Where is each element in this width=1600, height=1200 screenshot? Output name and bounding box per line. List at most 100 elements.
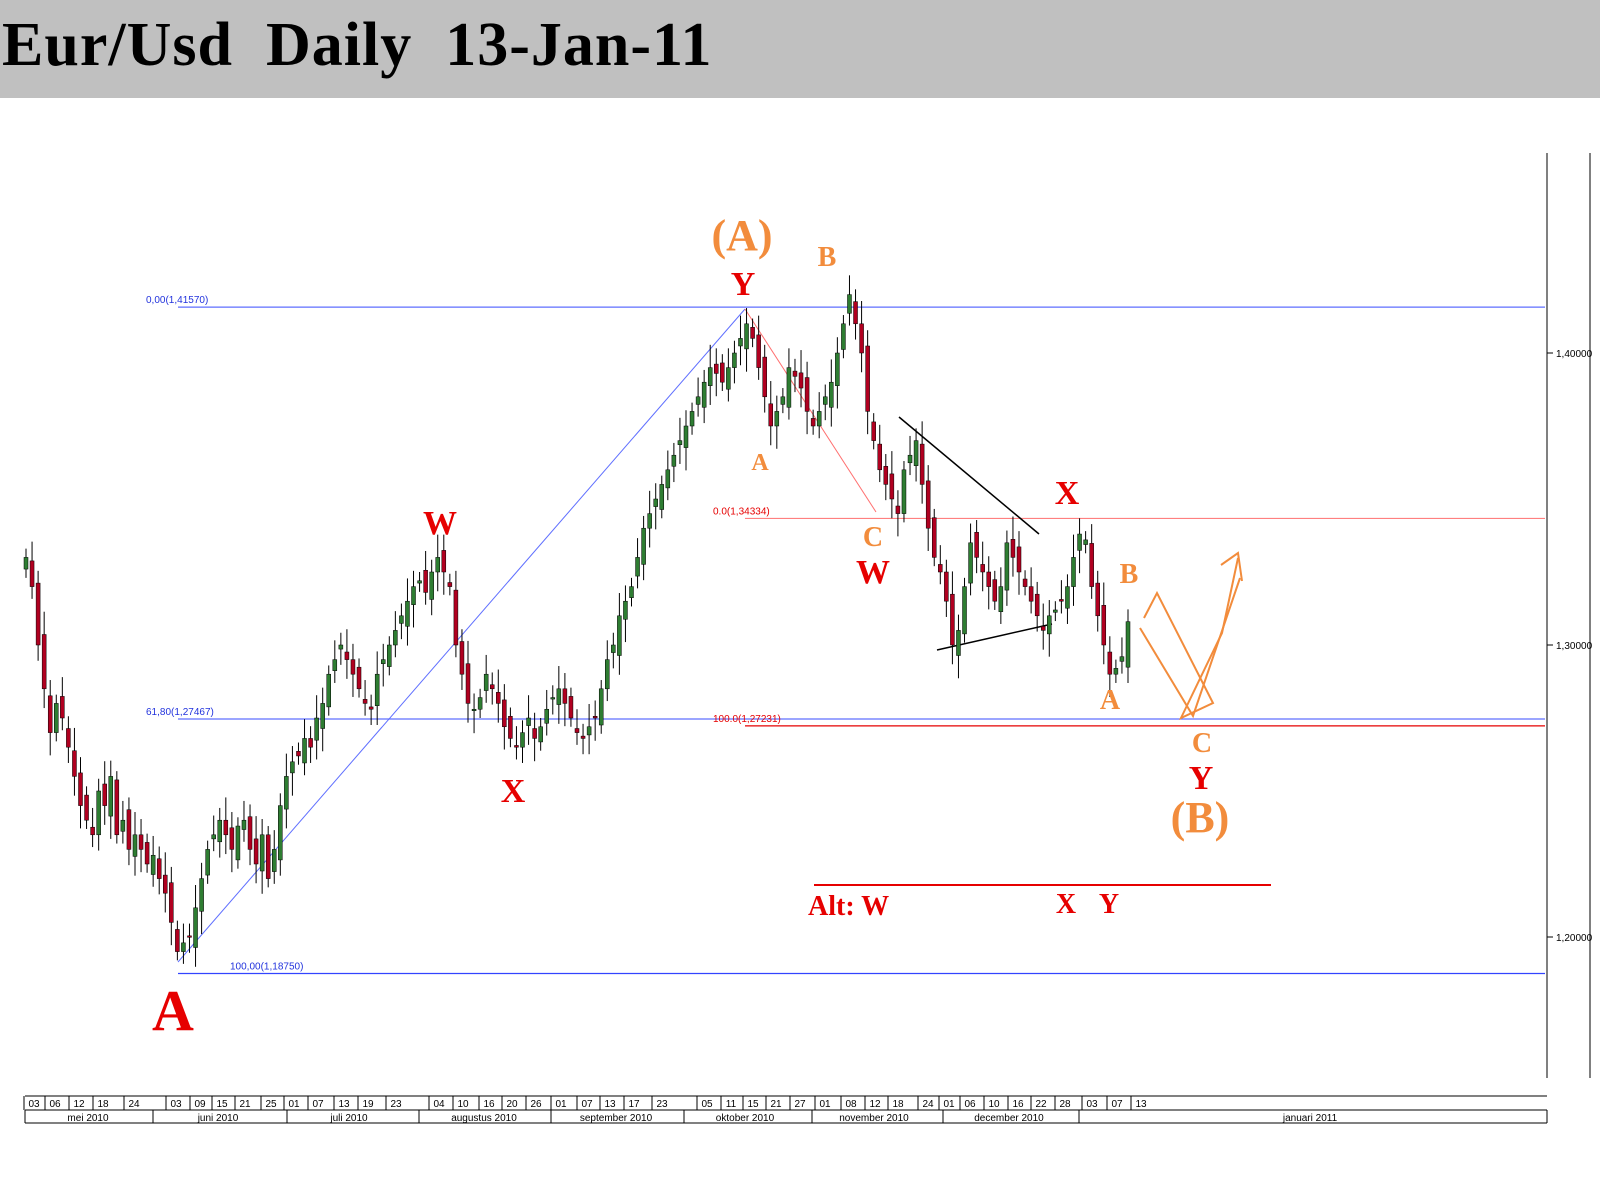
candle-body bbox=[223, 819, 229, 836]
candle-body bbox=[901, 469, 907, 514]
candle-body bbox=[998, 586, 1004, 612]
day-tick-label: 13 bbox=[1135, 1099, 1147, 1110]
candle-body bbox=[617, 615, 622, 656]
candle-body bbox=[841, 323, 846, 350]
candle-body bbox=[308, 738, 313, 748]
month-label: september 2010 bbox=[580, 1113, 653, 1124]
candle-body bbox=[374, 673, 380, 706]
month-label: juni 2010 bbox=[197, 1113, 239, 1124]
day-tick-label: 07 bbox=[312, 1099, 324, 1110]
candle-body bbox=[1028, 586, 1034, 602]
candle-body bbox=[556, 688, 562, 705]
candle-body bbox=[980, 564, 985, 573]
wave-label-B-paren: (B) bbox=[1171, 793, 1230, 842]
candle-body bbox=[950, 593, 955, 646]
candle-body bbox=[1095, 582, 1100, 617]
chart-title: Eur/Usd Daily 13-Jan-11 bbox=[2, 11, 713, 79]
candle-body bbox=[247, 816, 253, 850]
candle-body bbox=[768, 403, 774, 427]
fibonacci-levels: 0,00(1,41570) 61,80(1,27467) 100,00(1,1875… bbox=[146, 295, 1545, 975]
candle-body bbox=[126, 809, 132, 850]
candle-body bbox=[465, 663, 471, 704]
wave-label-W-nov: W bbox=[856, 554, 890, 591]
candle-body bbox=[453, 589, 459, 646]
candle-body bbox=[132, 834, 138, 857]
candle-body bbox=[944, 571, 949, 602]
red-wave-line bbox=[744, 308, 877, 513]
candle-body bbox=[574, 728, 580, 733]
candle-body bbox=[411, 586, 416, 605]
candle-body bbox=[853, 301, 858, 325]
day-tick-label: 21 bbox=[770, 1099, 782, 1110]
candle-body bbox=[605, 659, 610, 690]
candle-body bbox=[90, 826, 95, 836]
candle-body bbox=[72, 750, 77, 777]
candle-body bbox=[798, 372, 804, 389]
wave-label-A-bottom: A bbox=[152, 978, 194, 1043]
candle-body bbox=[586, 726, 592, 736]
candle-body bbox=[441, 550, 447, 573]
candle-body bbox=[447, 582, 453, 587]
candle-body bbox=[1083, 539, 1088, 545]
candle-body bbox=[368, 706, 374, 710]
candle-body bbox=[859, 323, 864, 354]
wave-label-X-aug: X bbox=[501, 773, 526, 810]
candle-body bbox=[1113, 668, 1119, 675]
wave-label-B-top: B bbox=[818, 242, 837, 273]
day-tick-label: 21 bbox=[239, 1099, 251, 1110]
day-tick-label: 16 bbox=[483, 1099, 495, 1110]
day-tick-label: 18 bbox=[97, 1099, 109, 1110]
month-label: oktober 2010 bbox=[716, 1113, 775, 1124]
candle-body bbox=[320, 703, 325, 729]
day-tick-label: 01 bbox=[819, 1099, 831, 1110]
day-tick-label: 12 bbox=[869, 1099, 881, 1110]
candle-body bbox=[35, 582, 41, 646]
candle-body bbox=[96, 790, 101, 836]
candle-body bbox=[514, 745, 519, 748]
day-tick-label: 22 bbox=[1035, 1099, 1047, 1110]
wave-label-C-nov: C bbox=[863, 522, 883, 553]
candle-body bbox=[1034, 593, 1040, 617]
candlesticks bbox=[23, 275, 1131, 967]
candle-body bbox=[508, 715, 513, 739]
candle-body bbox=[344, 651, 350, 660]
candle-body bbox=[429, 571, 434, 600]
day-tick-label: 28 bbox=[1059, 1099, 1071, 1110]
day-tick-label: 17 bbox=[628, 1099, 640, 1110]
candle-body bbox=[683, 425, 689, 448]
candle-body bbox=[144, 842, 150, 865]
candle-body bbox=[84, 794, 89, 821]
day-tick-label: 01 bbox=[555, 1099, 567, 1110]
candle-body bbox=[163, 874, 168, 894]
price-tick-label: 1,30000 bbox=[1556, 641, 1593, 652]
alt-label-y: Y bbox=[1099, 889, 1119, 920]
candle-body bbox=[974, 532, 979, 558]
candle-body bbox=[659, 484, 665, 510]
candle-body bbox=[913, 440, 919, 466]
candle-body bbox=[489, 684, 495, 690]
candle-body bbox=[1059, 599, 1064, 602]
day-tick-label: 12 bbox=[73, 1099, 85, 1110]
triangle-lower-line bbox=[936, 623, 1053, 651]
candle-body bbox=[156, 858, 162, 879]
price-ticks: 1,40000 1,30000 1,20000 bbox=[1547, 349, 1593, 944]
day-tick-label: 06 bbox=[964, 1099, 976, 1110]
candle-body bbox=[538, 726, 543, 743]
day-tick-label: 24 bbox=[922, 1099, 934, 1110]
fib-label-blue_618: 61,80(1,27467) bbox=[146, 707, 214, 718]
candle-body bbox=[502, 699, 507, 728]
wave-label-Y-proj: Y bbox=[1189, 760, 1214, 797]
day-tick-label: 16 bbox=[1012, 1099, 1024, 1110]
candle-body bbox=[695, 396, 701, 405]
candle-body bbox=[829, 381, 834, 408]
candle-body bbox=[1125, 621, 1131, 668]
fib-label-red_100: 100.0(1,27231) bbox=[713, 714, 781, 725]
candle-body bbox=[169, 882, 174, 923]
month-label: januari 2011 bbox=[1282, 1113, 1338, 1124]
candle-body bbox=[108, 776, 114, 817]
candle-body bbox=[1065, 586, 1070, 609]
candle-body bbox=[253, 838, 259, 865]
candle-body bbox=[956, 630, 961, 656]
candle-body bbox=[296, 751, 301, 757]
candle-body bbox=[774, 411, 780, 427]
